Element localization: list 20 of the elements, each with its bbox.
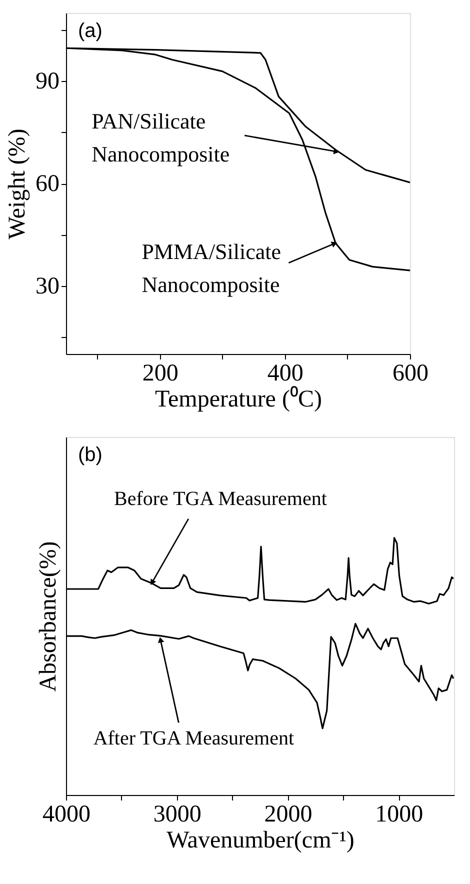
y-axis-title: Absorbance(%) bbox=[36, 541, 62, 692]
x-tick-label: 1000 bbox=[375, 802, 424, 828]
annotation: After TGA Measurement bbox=[93, 728, 294, 750]
annotation: PAN/Silicate Nanocomposite bbox=[92, 108, 230, 166]
text: (b) bbox=[78, 444, 102, 466]
x-axis-title: Wavenumber(cm⁻¹) bbox=[166, 828, 354, 854]
x-tick-label: 400 bbox=[267, 360, 304, 386]
x-tick-label: 2000 bbox=[264, 802, 312, 828]
x-tick-label: 3000 bbox=[153, 802, 202, 828]
y-tick-label: 60 bbox=[36, 171, 60, 197]
x-axis-title: Temperature (⁰C) bbox=[155, 386, 322, 412]
y-tick-label: 90 bbox=[36, 68, 60, 95]
x-tick-label: 4000 bbox=[42, 802, 90, 828]
y-tick-label: 30 bbox=[36, 273, 60, 300]
annotation: Before TGA Measurement bbox=[114, 488, 328, 510]
y-axis-title: Weight (%) bbox=[4, 128, 30, 240]
x-tick-label: 600 bbox=[392, 360, 428, 386]
annotation: PMMA/Silicate Nanocomposite bbox=[142, 238, 282, 297]
annotation: (a) bbox=[78, 20, 102, 42]
x-tick-label: 200 bbox=[142, 360, 178, 386]
